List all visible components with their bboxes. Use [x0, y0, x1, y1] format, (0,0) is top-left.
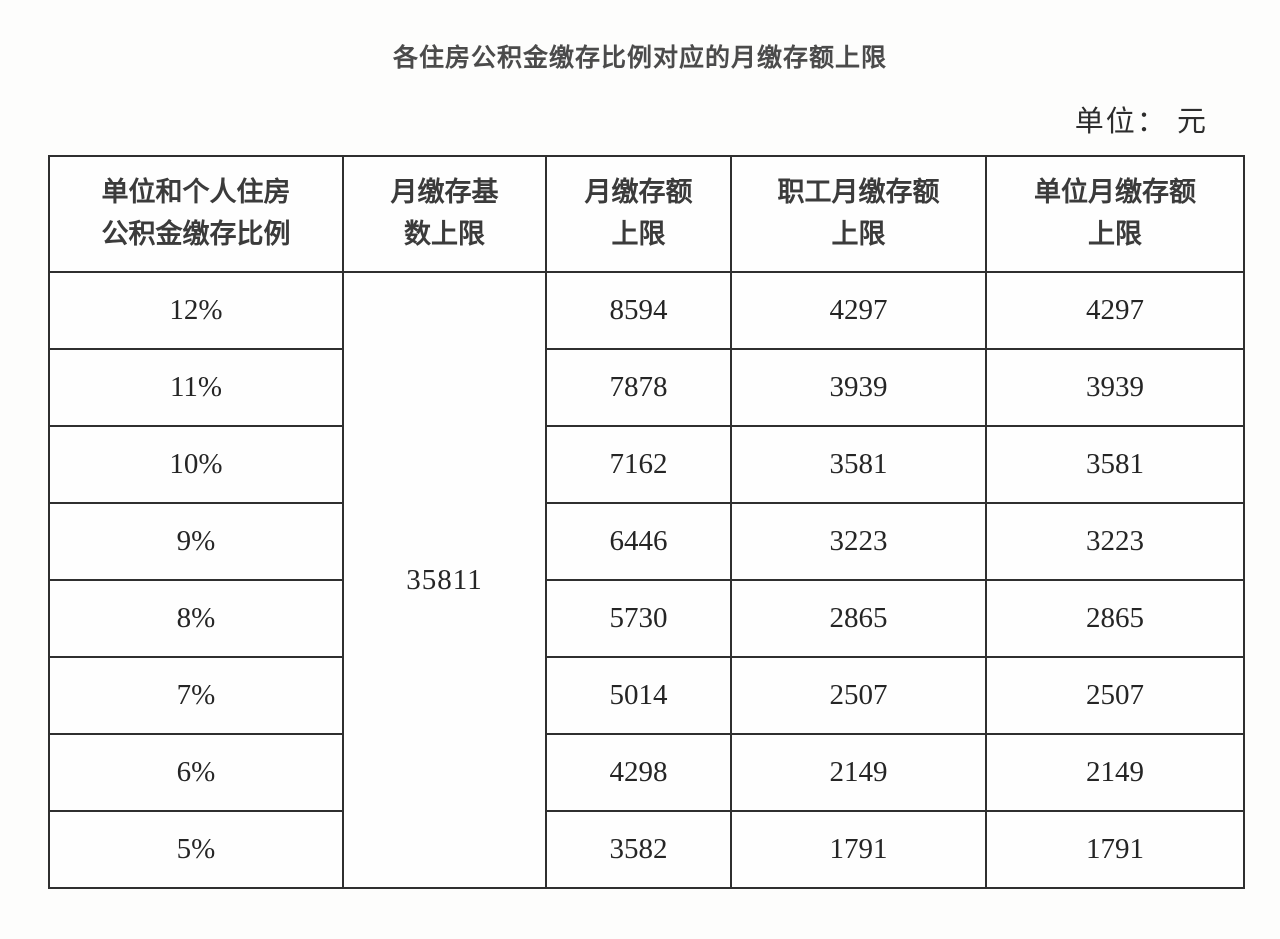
employer-limit-cell: 3223 — [985, 502, 1245, 581]
ratio-cell: 5% — [48, 810, 344, 889]
header-row: 单位和个人住房 公积金缴存比例 月缴存基 数上限 月缴存额 上限 职工月缴存额 … — [48, 155, 1245, 273]
monthly-limit-cell: 8594 — [545, 271, 732, 350]
employee-limit-cell: 2865 — [730, 579, 987, 658]
ratio-cell: 8% — [48, 579, 344, 658]
table-row: 10% 7162 3581 3581 — [48, 425, 1245, 504]
ratio-cell: 11% — [48, 348, 344, 427]
table-row: 6% 4298 2149 2149 — [48, 733, 1245, 812]
employee-limit-cell: 4297 — [730, 271, 987, 350]
table-row: 5% 3582 1791 1791 — [48, 810, 1245, 889]
employer-limit-cell: 2149 — [985, 733, 1245, 812]
monthly-limit-cell: 5730 — [545, 579, 732, 658]
employer-limit-cell: 4297 — [985, 271, 1245, 350]
monthly-limit-cell: 5014 — [545, 656, 732, 735]
employer-limit-cell: 3939 — [985, 348, 1245, 427]
employer-limit-cell: 2507 — [985, 656, 1245, 735]
ratio-cell: 6% — [48, 733, 344, 812]
monthly-limit-cell: 7162 — [545, 425, 732, 504]
header-contribution-ratio: 单位和个人住房 公积金缴存比例 — [48, 155, 344, 273]
monthly-limit-cell: 4298 — [545, 733, 732, 812]
ratio-cell: 9% — [48, 502, 344, 581]
employer-limit-cell: 3581 — [985, 425, 1245, 504]
table-row: 12% 35811 8594 4297 4297 — [48, 271, 1245, 889]
ratio-cell: 10% — [48, 425, 344, 504]
ratio-cell: 12% — [48, 271, 344, 350]
table-row: 11% 7878 3939 3939 — [48, 348, 1245, 427]
employee-limit-cell: 1791 — [730, 810, 987, 889]
contribution-table: 单位和个人住房 公积金缴存比例 月缴存基 数上限 月缴存额 上限 职工月缴存额 … — [48, 155, 1245, 889]
table-row: 9% 6446 3223 3223 — [48, 502, 1245, 581]
employer-limit-cell: 2865 — [985, 579, 1245, 658]
header-employee-limit: 职工月缴存额 上限 — [730, 155, 987, 273]
monthly-limit-cell: 3582 — [545, 810, 732, 889]
ratio-cell: 7% — [48, 656, 344, 735]
header-employer-limit: 单位月缴存额 上限 — [985, 155, 1245, 273]
employee-limit-cell: 3223 — [730, 502, 987, 581]
monthly-limit-cell: 7878 — [545, 348, 732, 427]
employee-limit-cell: 2149 — [730, 733, 987, 812]
header-monthly-limit: 月缴存额 上限 — [545, 155, 732, 273]
employee-limit-cell: 3939 — [730, 348, 987, 427]
table-row: 7% 5014 2507 2507 — [48, 656, 1245, 735]
header-base-limit: 月缴存基 数上限 — [342, 155, 547, 273]
employee-limit-cell: 2507 — [730, 656, 987, 735]
table-row: 8% 5730 2865 2865 — [48, 579, 1245, 658]
unit-label: 单位： 元 — [1074, 106, 1208, 138]
employer-limit-cell: 1791 — [985, 810, 1245, 889]
page-title: 各住房公积金缴存比例对应的月缴存额上限 — [392, 44, 887, 72]
base-limit-merged-cell: 35811 — [342, 271, 547, 889]
monthly-limit-cell: 6446 — [545, 502, 732, 581]
employee-limit-cell: 3581 — [730, 425, 987, 504]
